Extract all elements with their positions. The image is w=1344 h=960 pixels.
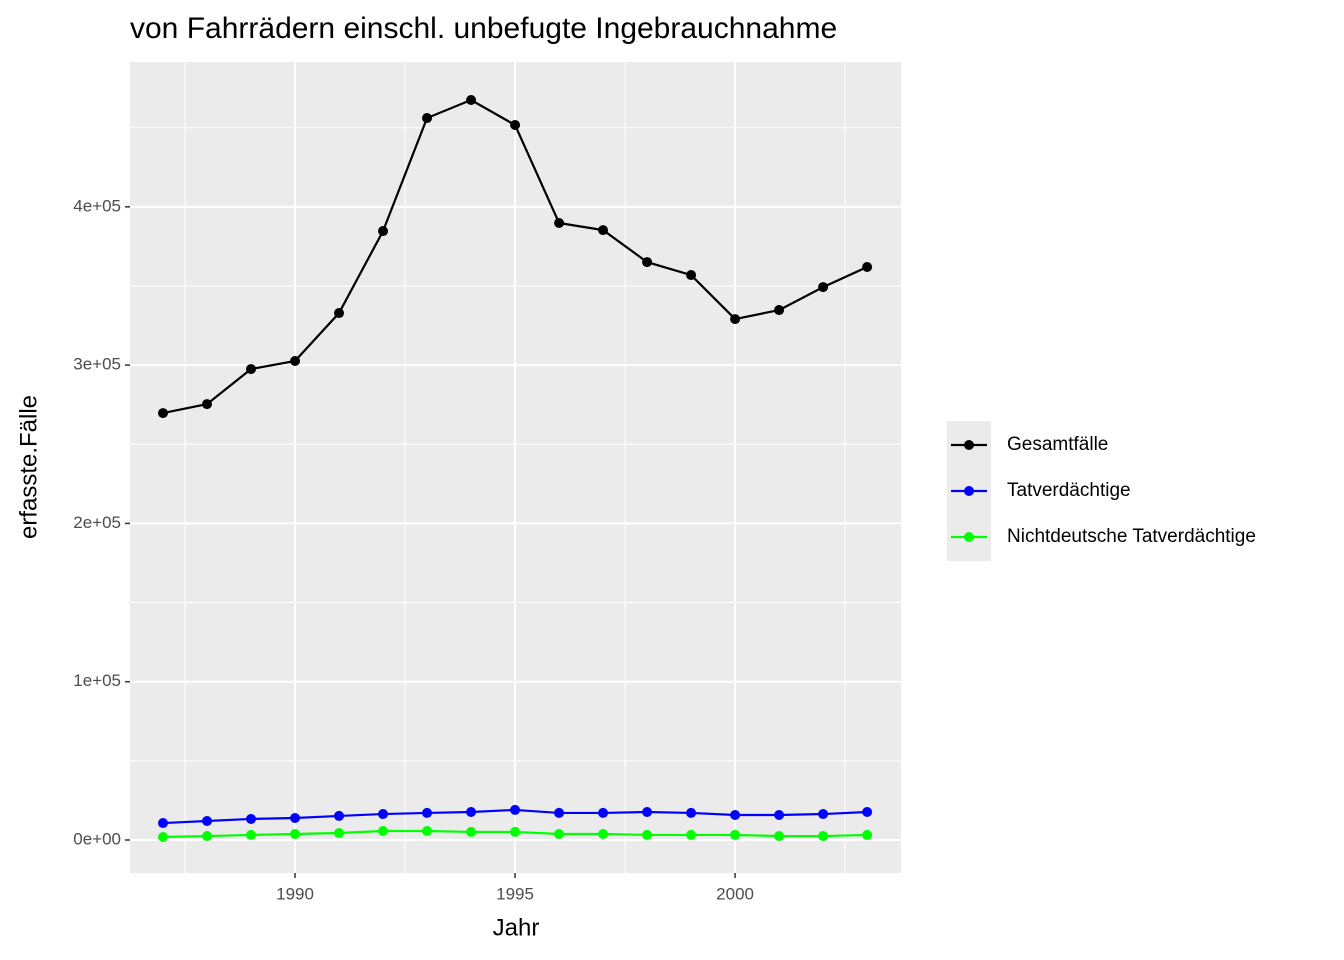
point [862, 829, 873, 840]
point [554, 217, 565, 228]
point [554, 807, 565, 818]
point [730, 829, 741, 840]
point [202, 831, 213, 842]
point [290, 828, 301, 839]
point [202, 399, 213, 410]
y-tick-label: 3e+05 [73, 355, 121, 374]
point [422, 113, 433, 124]
legend-label: Gesamtfälle [1007, 434, 1108, 455]
point [686, 270, 697, 281]
point [290, 812, 301, 823]
point [510, 804, 521, 815]
point [598, 828, 609, 839]
x-tick-label: 1990 [276, 884, 314, 903]
point [774, 809, 785, 820]
point [510, 826, 521, 837]
legend-label: Tatverdächtige [1007, 480, 1131, 501]
x-tick-label: 2000 [716, 884, 754, 903]
point [158, 818, 169, 829]
y-axis-label: erfasste.Fälle [15, 395, 42, 539]
point [466, 826, 477, 837]
point [862, 806, 873, 817]
point [158, 408, 169, 419]
point [202, 816, 213, 827]
point [334, 308, 345, 319]
point [466, 806, 477, 817]
point [422, 825, 433, 836]
point [774, 831, 785, 842]
point [510, 119, 521, 130]
point [730, 314, 741, 325]
legend-label: Nichtdeutsche Tatverdächtige [1007, 526, 1256, 547]
point [818, 831, 829, 842]
series [158, 804, 873, 829]
y-tick-label: 1e+05 [73, 671, 121, 690]
x-axis-label: Jahr [493, 914, 540, 941]
point [774, 305, 785, 316]
point [246, 813, 257, 824]
point [642, 806, 653, 817]
point [598, 807, 609, 818]
y-tick-label: 2e+05 [73, 513, 121, 532]
series [158, 94, 873, 419]
point [466, 94, 477, 105]
point [378, 809, 389, 820]
point [422, 807, 433, 818]
chart-title: von Fahrrädern einschl. unbefugte Ingebr… [130, 12, 837, 45]
point [686, 829, 697, 840]
series [158, 825, 873, 842]
point [378, 226, 389, 237]
point [246, 829, 257, 840]
point [378, 825, 389, 836]
legend-point [964, 532, 974, 542]
point [686, 807, 697, 818]
point [862, 261, 873, 272]
point [642, 829, 653, 840]
point [246, 364, 257, 375]
point [642, 257, 653, 268]
point [730, 809, 741, 820]
y-tick-label: 0e+00 [73, 829, 121, 848]
point [334, 810, 345, 821]
point [334, 828, 345, 839]
point [598, 225, 609, 236]
legend-point [964, 440, 974, 450]
point [554, 828, 565, 839]
point [290, 356, 301, 367]
point [818, 809, 829, 820]
x-tick-label: 1995 [496, 884, 534, 903]
y-tick-label: 4e+05 [73, 196, 121, 215]
legend-point [964, 486, 974, 496]
point [158, 831, 169, 842]
point [818, 282, 829, 293]
